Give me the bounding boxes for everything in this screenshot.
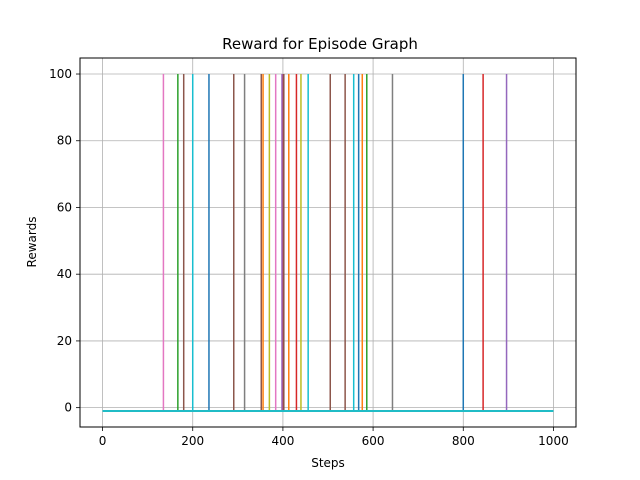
series-line: [102, 74, 554, 412]
series-line: [102, 74, 554, 412]
series-line: [102, 74, 554, 412]
y-tick-label: 60: [57, 200, 72, 214]
series-line: [102, 74, 554, 412]
grid: [80, 58, 576, 427]
series-group: [102, 74, 554, 412]
y-tick-label: 80: [57, 134, 72, 148]
series-line: [102, 74, 554, 412]
y-tick-label: 40: [57, 267, 72, 281]
series-line: [102, 74, 554, 412]
series-line: [102, 74, 554, 412]
series-line: [102, 74, 554, 412]
series-line: [102, 74, 554, 412]
series-line: [102, 74, 554, 412]
y-tick-label: 100: [49, 67, 72, 81]
series-line: [102, 74, 554, 412]
series-line: [102, 74, 554, 412]
chart-title: Reward for Episode Graph: [222, 35, 418, 53]
series-line: [102, 74, 554, 412]
series-line: [102, 74, 554, 412]
x-tick-label: 1000: [538, 434, 569, 448]
series-line: [102, 74, 554, 412]
series-line: [102, 74, 554, 412]
ticks: 0 200 400 600 800 1000 0 20 40 60 80 100: [49, 67, 569, 448]
axes-frame: [79, 57, 577, 428]
series-line: [102, 74, 554, 412]
y-tick-label: 0: [64, 401, 72, 415]
series-line: [102, 74, 554, 412]
series-line: [102, 74, 554, 412]
x-axis-label: Steps: [311, 456, 345, 470]
series-line: [102, 74, 554, 412]
series-line: [102, 74, 554, 412]
series-line: [102, 74, 554, 412]
x-tick-label: 400: [271, 434, 294, 448]
series-line: [102, 74, 554, 412]
series-line: [102, 74, 554, 412]
y-tick-label: 20: [57, 334, 72, 348]
x-tick-label: 200: [181, 434, 204, 448]
series-line: [102, 74, 554, 412]
x-tick-label: 600: [362, 434, 385, 448]
series-line: [102, 74, 554, 412]
series-line: [102, 74, 554, 412]
x-tick-label: 0: [99, 434, 107, 448]
y-axis-label: Rewards: [25, 217, 39, 268]
x-tick-label: 800: [452, 434, 475, 448]
series-line: [102, 74, 554, 412]
series-line: [102, 74, 554, 412]
